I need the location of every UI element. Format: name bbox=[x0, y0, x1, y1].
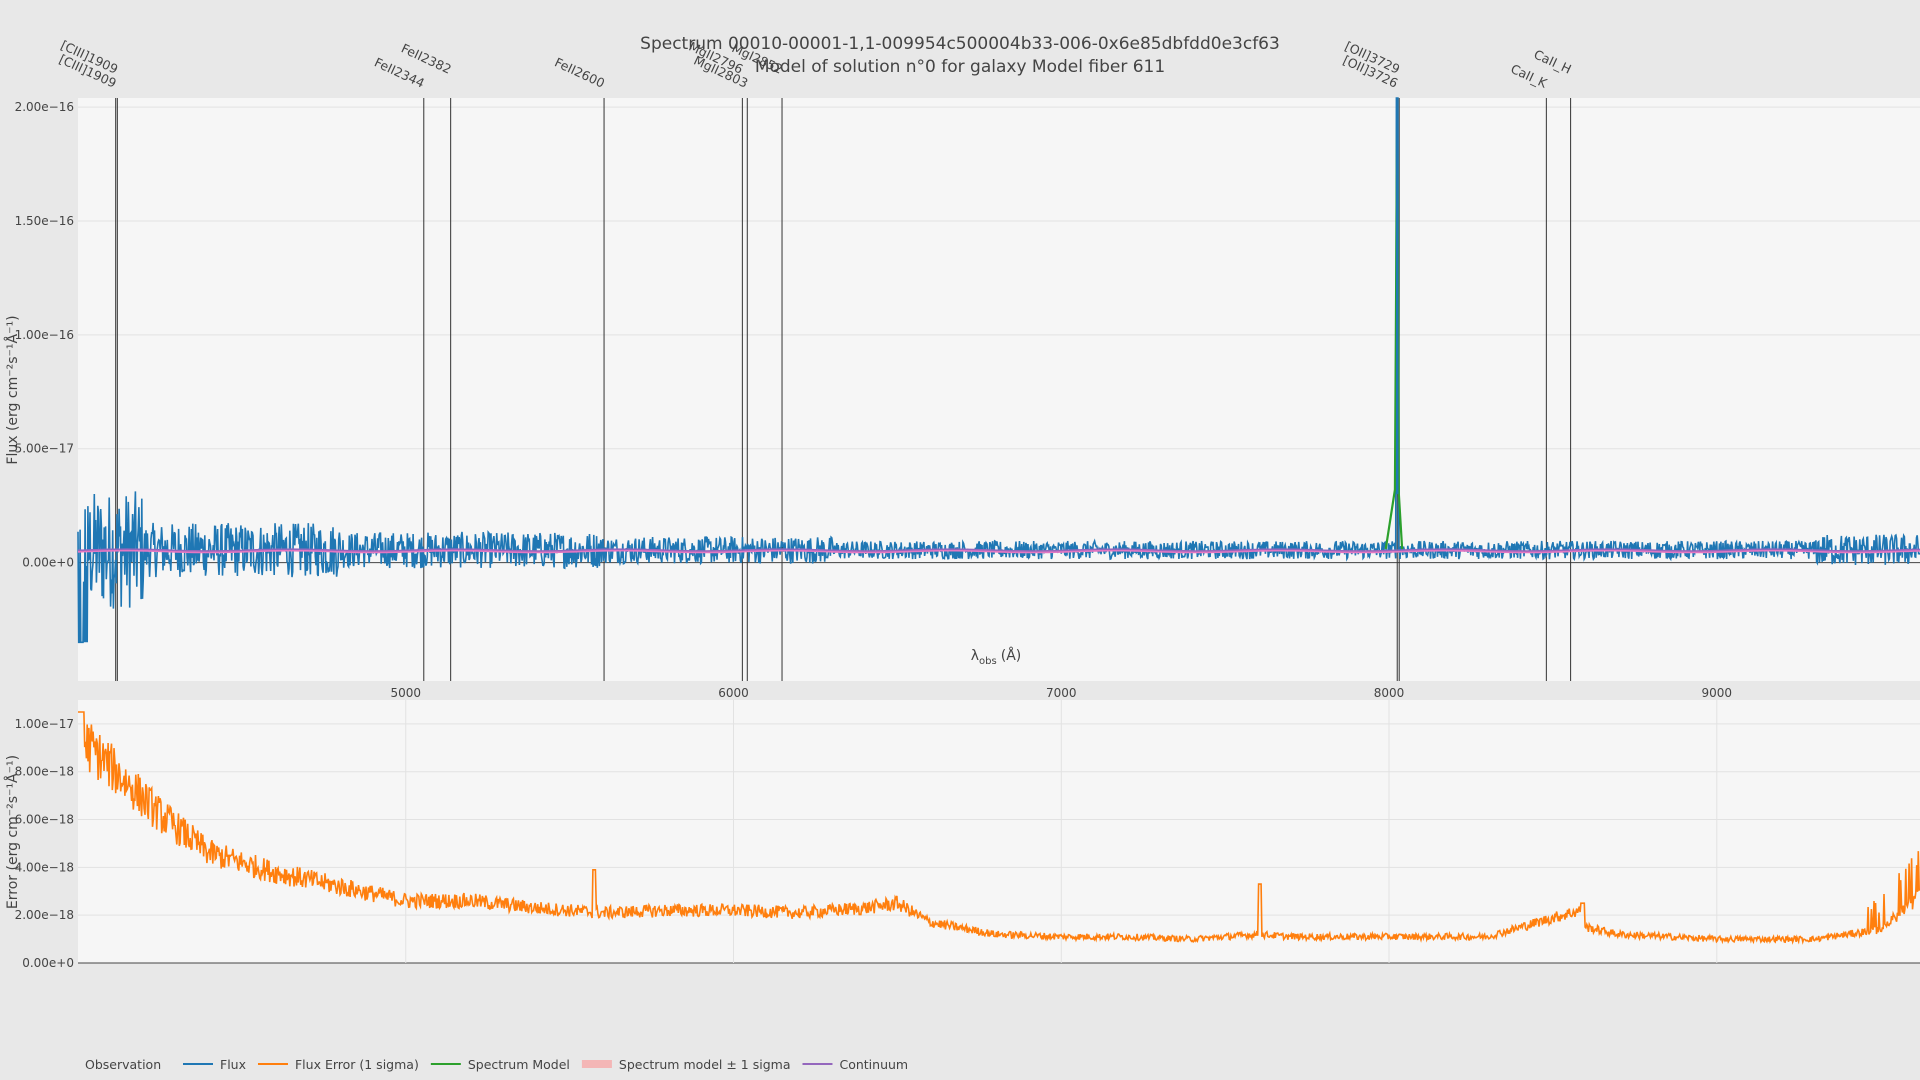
x-axis-unit: (Å) bbox=[1001, 647, 1022, 664]
flux-grid bbox=[78, 106, 1920, 564]
flux-y-ticks: 0.00e+0 5.00e−17 1.00e−16 1.50e−16 2.00e−16 bbox=[15, 100, 74, 569]
flux-y-tick-label: 2.00e−16 bbox=[15, 100, 74, 114]
legend-item-0[interactable]: Flux bbox=[183, 1057, 246, 1072]
x-axis-lambda: λ bbox=[971, 648, 979, 664]
error-y-tick-label: 8.00e−18 bbox=[15, 765, 74, 779]
x-tick-label: 7000 bbox=[1046, 686, 1077, 700]
legend-label: Flux bbox=[220, 1057, 246, 1072]
error-y-tick-label: 4.00e−18 bbox=[15, 860, 74, 874]
legend-label: Spectrum model ± 1 sigma bbox=[619, 1057, 791, 1072]
legend-title: Observation bbox=[85, 1057, 161, 1072]
chart-subtitle: Model of solution n°0 for galaxy Model f… bbox=[755, 57, 1165, 77]
legend-label: Flux Error (1 sigma) bbox=[295, 1057, 419, 1072]
legend-item-1[interactable]: Flux Error (1 sigma) bbox=[257, 1057, 419, 1072]
legend-item-4[interactable]: Continuum bbox=[802, 1057, 908, 1072]
continuum-line bbox=[77, 548, 1920, 552]
y-axis-title-error: Error (erg cm⁻²s⁻¹Å⁻¹) bbox=[4, 755, 21, 909]
legend-label: Continuum bbox=[839, 1057, 908, 1072]
flux-series bbox=[77, 97, 1920, 644]
error-y-ticks: 0.00e+0 2.00e−18 4.00e−18 6.00e−18 8.00e−18 1… bbox=[15, 717, 74, 970]
y-axis-title-flux: Flux (erg cm⁻²s⁻¹Å⁻¹) bbox=[4, 315, 21, 464]
x-tick-label: 6000 bbox=[718, 686, 749, 700]
error-y-tick-label: 2.00e−18 bbox=[15, 908, 74, 922]
error-y-tick-label: 6.00e−18 bbox=[15, 813, 74, 827]
legend[interactable]: Observation Flux Flux Error (1 sigma) Spec… bbox=[85, 1057, 908, 1072]
x-axis-subscript: obs bbox=[979, 656, 997, 667]
chart-title: Spectrum 00010-00001-1,1-009954c500004b3… bbox=[640, 34, 1280, 54]
error-series bbox=[78, 711, 1920, 945]
legend-label: Spectrum Model bbox=[468, 1057, 570, 1072]
legend-item-2[interactable]: Spectrum Model bbox=[430, 1057, 570, 1072]
flux-series-line bbox=[77, 97, 1920, 644]
flux-y-tick-label: 1.50e−16 bbox=[15, 214, 74, 228]
x-tick-label: 9000 bbox=[1702, 686, 1733, 700]
error-plot-area[interactable] bbox=[78, 700, 1920, 963]
error-grid bbox=[78, 700, 1920, 964]
x-tick-label: 8000 bbox=[1374, 686, 1405, 700]
flux-y-tick-label: 1.00e−16 bbox=[15, 328, 74, 342]
error-y-tick-label: 1.00e−17 bbox=[15, 717, 74, 731]
flux-plot-area[interactable] bbox=[78, 98, 1920, 681]
model-sigma-band bbox=[77, 549, 1920, 554]
flux-y-tick-label: 0.00e+0 bbox=[22, 556, 74, 570]
error-panel[interactable]: 0.00e+0 2.00e−18 4.00e−18 6.00e−18 8.00e−18 1… bbox=[4, 700, 1920, 970]
flux-error-series-line bbox=[78, 711, 1920, 945]
flux-y-tick-label: 5.00e−17 bbox=[15, 442, 74, 456]
error-y-tick-label: 0.00e+0 bbox=[22, 956, 74, 970]
x-tick-label: 5000 bbox=[390, 686, 421, 700]
legend-item-3[interactable]: Spectrum model ± 1 sigma bbox=[581, 1057, 791, 1072]
x-axis-ticks: 5000 6000 7000 8000 9000 bbox=[390, 686, 1732, 700]
x-axis-title: λobs (Å) bbox=[971, 647, 1022, 667]
